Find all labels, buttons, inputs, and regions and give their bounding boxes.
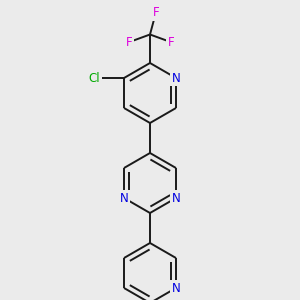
Text: N: N	[120, 191, 128, 205]
Text: Cl: Cl	[88, 71, 100, 85]
Text: N: N	[172, 191, 180, 205]
Text: N: N	[172, 281, 180, 295]
Text: F: F	[152, 6, 159, 19]
Text: F: F	[125, 36, 132, 49]
Text: F: F	[168, 36, 175, 49]
Text: N: N	[172, 71, 180, 85]
